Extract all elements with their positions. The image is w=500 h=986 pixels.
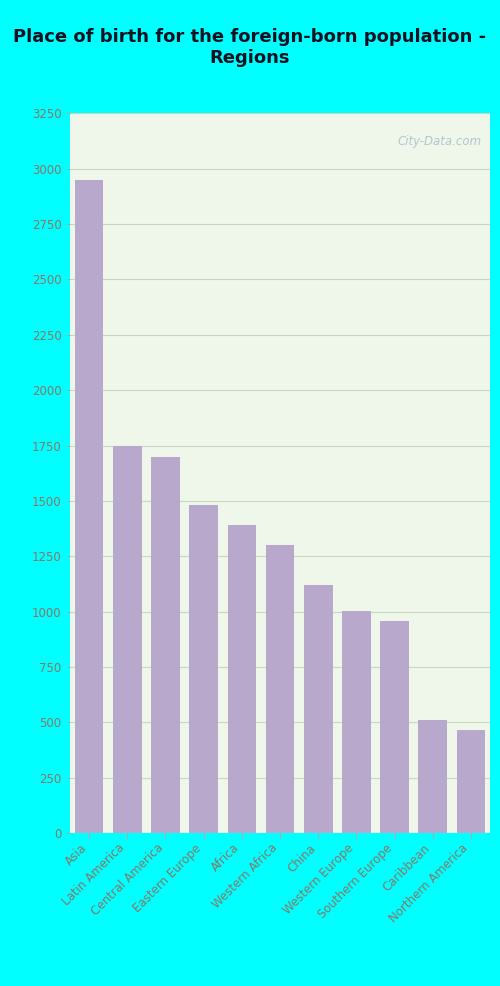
Bar [456, 731, 485, 833]
Bar [304, 585, 332, 833]
Bar [75, 179, 104, 833]
Bar [113, 446, 141, 833]
Bar [190, 506, 218, 833]
Bar [151, 457, 180, 833]
Bar [266, 545, 294, 833]
Bar [418, 720, 447, 833]
Text: City-Data.com: City-Data.com [398, 135, 481, 148]
Bar [228, 526, 256, 833]
Bar [380, 620, 409, 833]
Text: Place of birth for the foreign-born population -
Regions: Place of birth for the foreign-born popu… [14, 28, 486, 67]
Bar [342, 610, 370, 833]
